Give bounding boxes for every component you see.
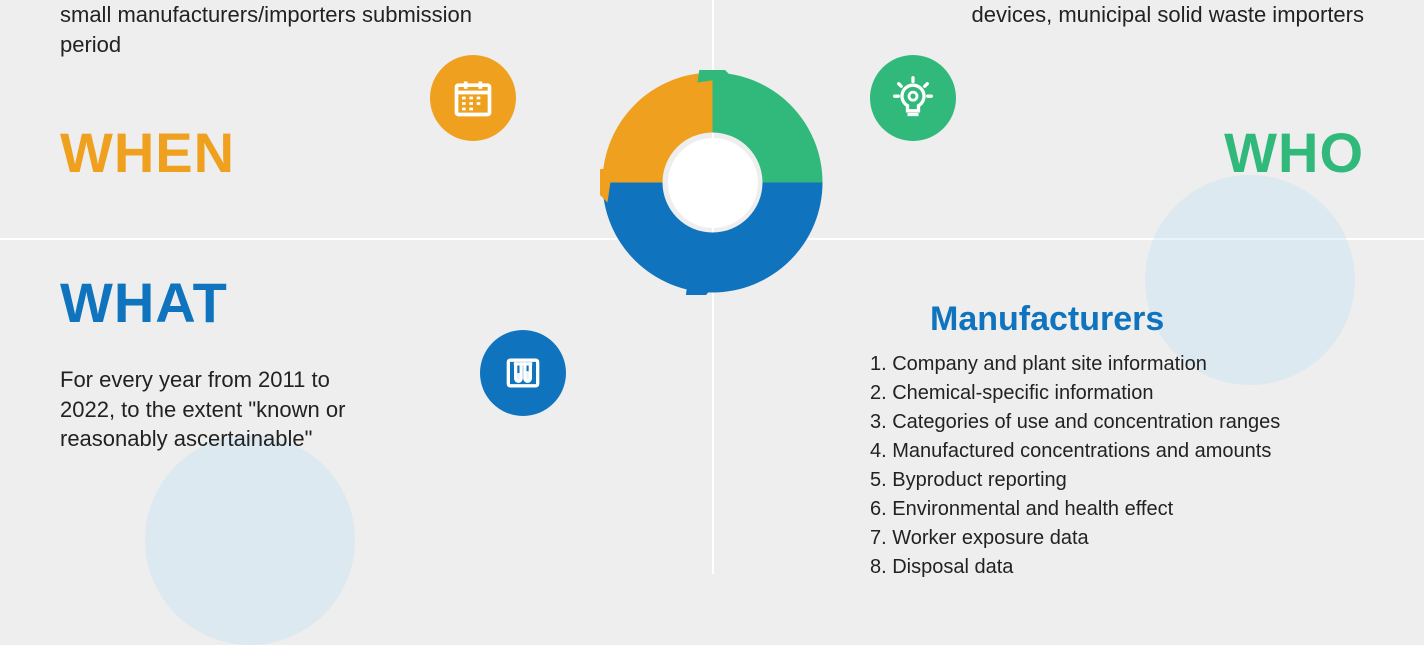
center-ring [600, 70, 825, 295]
manufacturers-item: 5. Byproduct reporting [870, 466, 1280, 495]
calendar-icon [451, 76, 495, 120]
ring-inner [668, 138, 758, 228]
manufacturers-list: 1. Company and plant site information2. … [870, 350, 1280, 582]
what-body: For every year from 2011 to 2022, to the… [60, 365, 380, 454]
what-badge [480, 330, 566, 416]
testtube-icon [501, 351, 545, 395]
manufacturers-heading: Manufacturers [930, 300, 1164, 339]
bg-circle-2 [145, 435, 355, 645]
manufacturers-item: 8. Disposal data [870, 553, 1280, 582]
what-heading: WHAT [60, 270, 228, 335]
who-heading: WHO [1224, 120, 1364, 185]
when-heading: WHEN [60, 120, 235, 185]
manufacturers-item: 4. Manufactured concentrations and amoun… [870, 437, 1280, 466]
manufacturers-item: 1. Company and plant site information [870, 350, 1280, 379]
manufacturers-item: 2. Chemical-specific information [870, 379, 1280, 408]
when-body: small manufacturers/importers submission… [60, 0, 480, 59]
who-body: devices, municipal solid waste importers [972, 0, 1365, 30]
when-badge [430, 55, 516, 141]
who-badge [870, 55, 956, 141]
manufacturers-item: 3. Categories of use and concentration r… [870, 408, 1280, 437]
manufacturers-item: 6. Environmental and health effect [870, 495, 1280, 524]
idea-icon [891, 76, 935, 120]
manufacturers-item: 7. Worker exposure data [870, 524, 1280, 553]
